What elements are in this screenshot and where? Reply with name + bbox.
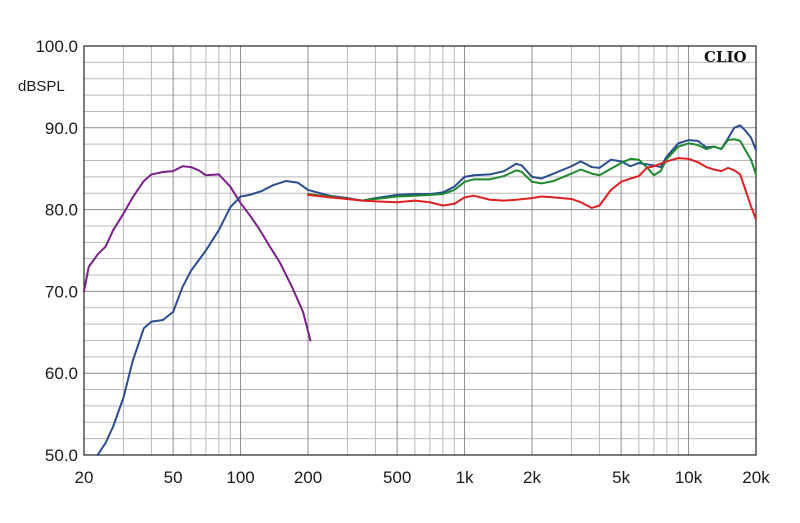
x-tick-label: 50 xyxy=(164,468,183,487)
y-tick-label: 90.0 xyxy=(45,119,78,138)
series-layer xyxy=(83,124,757,456)
x-axis-ticks: 20 50 100 200 500 1k 2k 5k 10k 20k xyxy=(75,468,771,487)
y-tick-label: 60.0 xyxy=(45,364,78,383)
x-tick-label: 200 xyxy=(294,468,322,487)
x-tick-label: 20 xyxy=(75,468,94,487)
x-tick-label: 2k xyxy=(523,468,541,487)
y-tick-label: 50.0 xyxy=(45,446,78,465)
minor-gridlines xyxy=(84,46,756,455)
x-tick-label: 10k xyxy=(675,468,703,487)
clio-brand-label: CLIO xyxy=(704,48,747,66)
plot-frame xyxy=(83,45,757,456)
series-line-2 xyxy=(96,124,757,456)
x-tick-label: 5k xyxy=(612,468,630,487)
x-tick-label: 20k xyxy=(742,468,770,487)
y-tick-label: 70.0 xyxy=(45,282,78,301)
major-gridlines xyxy=(84,46,756,455)
x-tick-label: 500 xyxy=(383,468,411,487)
y-tick-label: 100.0 xyxy=(35,37,78,56)
series-line-3 xyxy=(307,138,757,202)
x-tick-label: 1k xyxy=(456,468,474,487)
series-line-4 xyxy=(307,157,757,221)
y-axis-ticks: 50.0 60.0 70.0 80.0 90.0 100.0 xyxy=(35,37,78,465)
y-tick-label: 80.0 xyxy=(45,201,78,220)
y-axis-label: dBSPL xyxy=(18,78,65,95)
series-line-1 xyxy=(83,165,312,342)
x-tick-label: 100 xyxy=(226,468,254,487)
